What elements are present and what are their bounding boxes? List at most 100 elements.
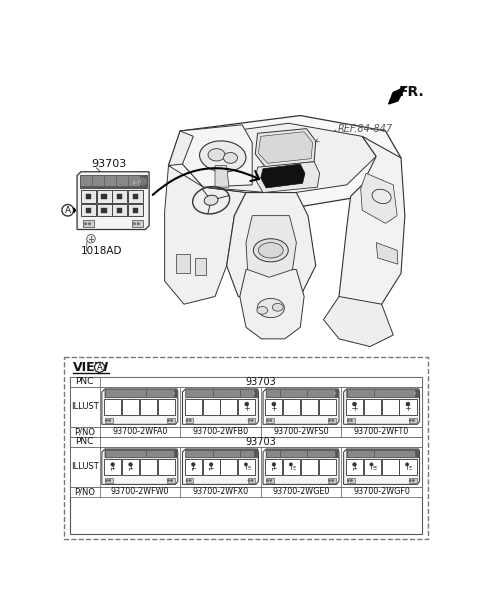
Circle shape	[329, 420, 330, 421]
Bar	[283, 459, 300, 475]
Polygon shape	[227, 193, 316, 304]
Bar	[112, 204, 127, 217]
Circle shape	[353, 462, 356, 466]
Circle shape	[249, 480, 250, 481]
Ellipse shape	[257, 298, 284, 318]
Circle shape	[168, 480, 169, 481]
Bar	[375, 451, 388, 457]
Bar	[346, 400, 363, 415]
Bar	[319, 459, 336, 475]
Circle shape	[332, 480, 334, 481]
Bar	[129, 176, 140, 187]
Bar	[328, 418, 336, 423]
Bar	[122, 400, 139, 415]
Circle shape	[406, 402, 410, 406]
Text: A: A	[96, 363, 102, 372]
Bar	[195, 258, 206, 275]
Bar	[104, 459, 121, 475]
FancyArrowPatch shape	[153, 168, 259, 195]
Circle shape	[252, 420, 253, 421]
Bar	[399, 459, 417, 475]
Text: ▶: ▶	[172, 392, 175, 396]
Text: P/NO: P/NO	[74, 427, 96, 436]
Ellipse shape	[208, 149, 225, 161]
Circle shape	[111, 462, 115, 466]
Circle shape	[109, 420, 110, 421]
Polygon shape	[344, 449, 420, 484]
Bar	[160, 451, 174, 457]
Bar	[70, 387, 422, 426]
Bar	[382, 459, 399, 475]
Bar	[140, 400, 157, 415]
Text: 93700-2WFT0: 93700-2WFT0	[354, 427, 409, 436]
Bar	[185, 459, 202, 475]
Polygon shape	[263, 389, 339, 425]
Bar	[117, 194, 122, 199]
Bar	[70, 437, 422, 447]
Circle shape	[171, 480, 172, 481]
Polygon shape	[246, 216, 296, 278]
Bar	[248, 418, 255, 423]
Polygon shape	[215, 165, 229, 187]
Bar	[241, 390, 254, 397]
Bar	[128, 190, 143, 203]
Circle shape	[270, 420, 272, 421]
Bar	[186, 478, 193, 483]
Bar	[200, 390, 213, 397]
Bar	[70, 447, 422, 487]
Text: P/NO: P/NO	[74, 487, 96, 496]
Circle shape	[87, 234, 95, 243]
Polygon shape	[360, 173, 397, 223]
Circle shape	[413, 420, 414, 421]
Polygon shape	[186, 450, 258, 458]
Bar	[283, 400, 300, 415]
Bar	[86, 194, 91, 199]
Circle shape	[192, 462, 195, 466]
Bar	[167, 478, 175, 483]
Text: VIEW: VIEW	[73, 361, 109, 374]
Polygon shape	[168, 115, 401, 208]
Bar	[227, 451, 240, 457]
Polygon shape	[263, 449, 339, 484]
Circle shape	[186, 480, 188, 481]
Text: P: P	[138, 180, 141, 185]
Polygon shape	[255, 129, 316, 167]
Bar	[214, 390, 227, 397]
Bar	[200, 451, 213, 457]
Bar	[112, 190, 127, 203]
Circle shape	[370, 463, 373, 466]
Polygon shape	[105, 450, 177, 458]
Circle shape	[133, 223, 135, 224]
Bar	[267, 390, 280, 397]
Circle shape	[272, 402, 276, 406]
Bar	[133, 451, 146, 457]
Bar	[128, 204, 143, 217]
Bar	[186, 418, 193, 423]
Ellipse shape	[257, 306, 268, 314]
Polygon shape	[80, 175, 147, 188]
Bar	[214, 451, 227, 457]
Ellipse shape	[200, 141, 246, 172]
Text: ▶: ▶	[133, 180, 137, 185]
Text: 93703: 93703	[245, 437, 276, 447]
Polygon shape	[102, 449, 178, 484]
Polygon shape	[182, 389, 258, 425]
Circle shape	[190, 480, 191, 481]
Circle shape	[267, 480, 268, 481]
Polygon shape	[347, 390, 419, 398]
Text: REF.84-847: REF.84-847	[337, 124, 393, 134]
Text: ▶: ▶	[253, 392, 256, 396]
Bar	[70, 487, 422, 497]
Text: A: A	[65, 206, 71, 215]
Polygon shape	[77, 172, 149, 229]
Circle shape	[332, 420, 334, 421]
Text: ILLUST: ILLUST	[71, 402, 99, 411]
Bar	[167, 418, 175, 423]
Circle shape	[267, 420, 268, 421]
Bar	[117, 176, 128, 187]
Bar	[409, 418, 417, 423]
Bar	[96, 190, 111, 203]
Bar	[106, 451, 119, 457]
Circle shape	[190, 420, 191, 421]
Bar	[364, 459, 381, 475]
